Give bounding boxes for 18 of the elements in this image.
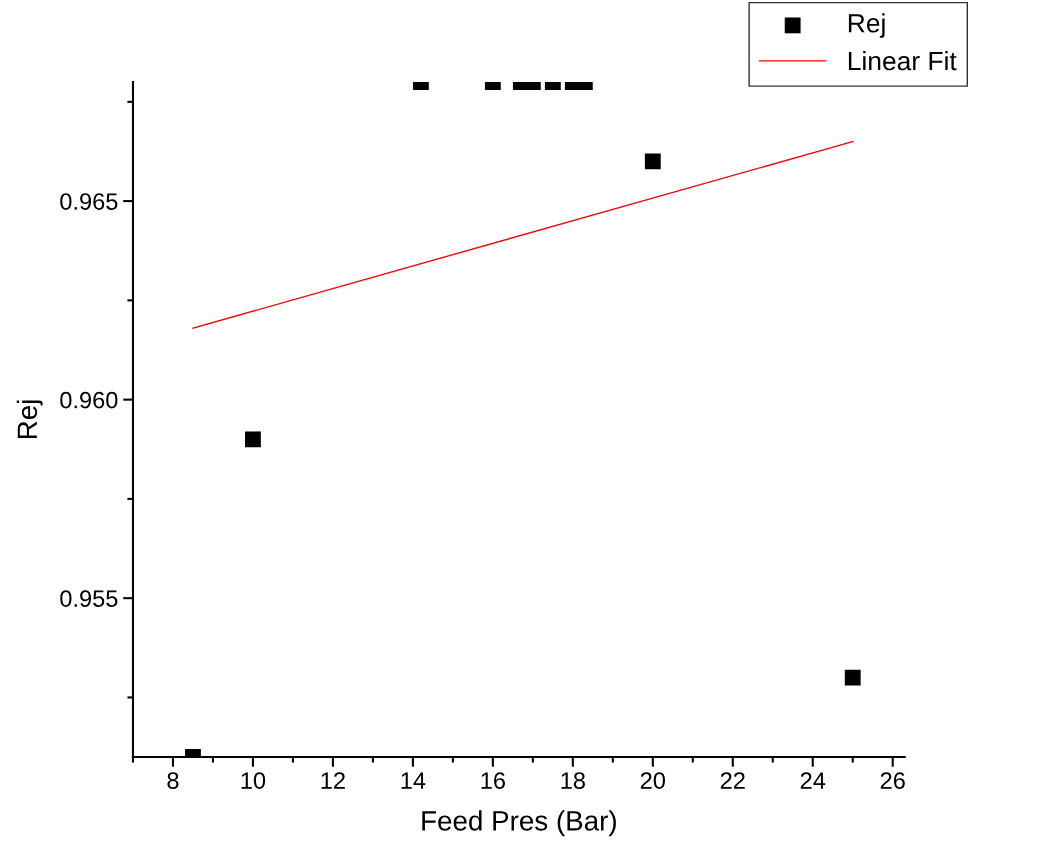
y-tick-label: 0.955 [60, 590, 118, 607]
x-tick-label: 8 [167, 772, 179, 789]
x-tick-label: 24 [800, 772, 826, 789]
point [245, 431, 261, 448]
x-tick-label: 14 [401, 772, 426, 789]
x-tick-label: 18 [561, 772, 585, 789]
x-tick-label: 26 [880, 772, 905, 789]
x-axis-title: Feed Pres (Bar) [422, 810, 616, 837]
x-tick-label: 10 [241, 772, 266, 789]
y-tick-label: 0.960 [60, 391, 118, 409]
x-tick-label: 22 [720, 772, 745, 789]
x-tick-label: 16 [481, 772, 505, 789]
y-tick-label: 0.965 [60, 193, 118, 210]
legend-label: Rej [848, 13, 885, 38]
x-tick-label: 20 [640, 772, 666, 789]
y-axis-title: Rej [16, 400, 43, 439]
legend-label: Linear Fit [848, 50, 957, 71]
x-tick-label: 12 [321, 772, 345, 789]
